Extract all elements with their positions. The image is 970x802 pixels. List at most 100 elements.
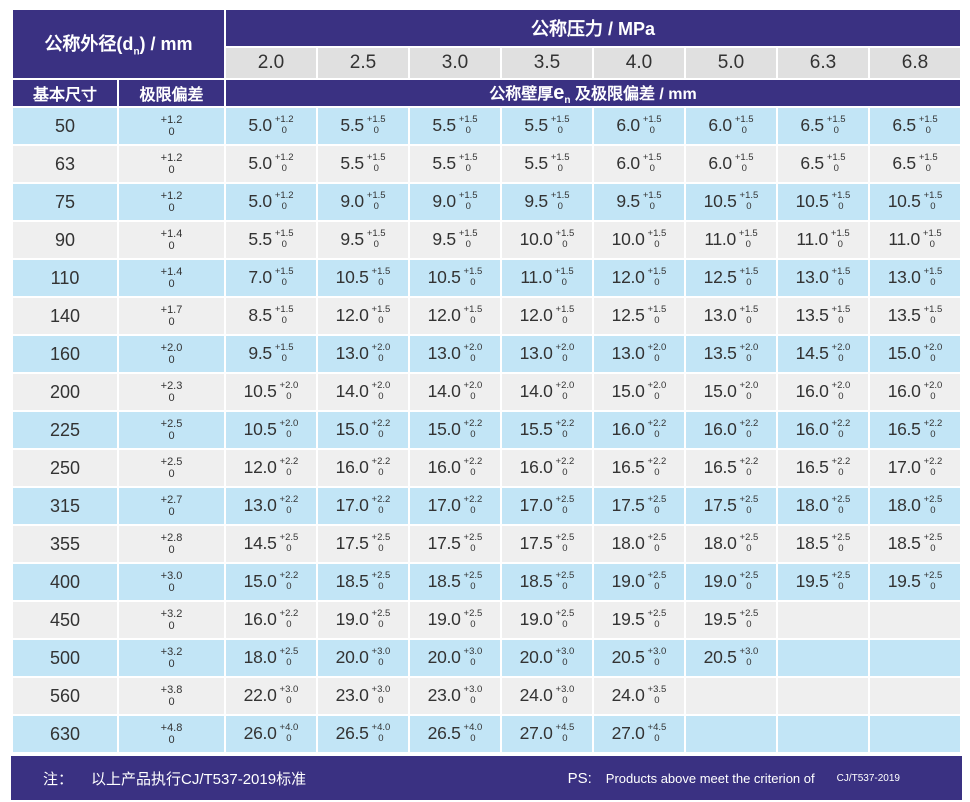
- note-label: 注：: [43, 770, 74, 788]
- thickness-cell: 16.0 +2.0 0: [778, 374, 868, 411]
- table-row: 560 +3.8 0 22.0 +3.0 0 23.0 +3.0 0 23.0 +3.0 0 24.0 +…: [13, 678, 961, 715]
- tolerance-stack: +2.5 0: [647, 531, 667, 554]
- thickness-value: 13.0: [243, 494, 277, 515]
- tolerance-stack: +2.5 0: [739, 569, 759, 592]
- tolerance-stack: +2.0 0: [371, 379, 391, 402]
- thickness-value: 5.5: [340, 114, 364, 135]
- pressure-value: 2.0: [226, 48, 316, 78]
- tolerance-stack: +1.5 0: [739, 265, 759, 288]
- thickness-value: 19.0: [335, 608, 369, 629]
- thickness-value: 13.0: [887, 266, 921, 287]
- thickness-cell: 14.0 +2.0 0: [410, 374, 500, 411]
- tolerance-stack: +1.7 0: [160, 303, 183, 329]
- tolerance-stack: +1.5 0: [831, 189, 851, 212]
- tolerance-stack: +2.2 0: [555, 455, 575, 478]
- tolerance-stack: +1.5 0: [366, 189, 386, 212]
- thickness-value: 13.5: [703, 342, 737, 363]
- thickness-cell: 23.0 +3.0 0: [318, 678, 408, 715]
- limit-deviation-cell: +2.0 0: [119, 336, 224, 373]
- tolerance-stack: +1.5 0: [647, 227, 667, 250]
- pressure-value: 6.3: [778, 48, 868, 78]
- table-row: 75 +1.2 0 5.0 +1.2 0 9.0 +1.5 0 9.0 +1.5 0 9.5 +1.5 0 9…: [13, 184, 961, 221]
- thickness-cell: 16.0 +2.2 0: [318, 450, 408, 487]
- thickness-cell: 19.0 +2.5 0: [502, 602, 592, 639]
- tolerance-stack: +1.5 0: [826, 151, 846, 174]
- thickness-value: 16.5: [703, 456, 737, 477]
- thickness-cell: 24.0 +3.0 0: [502, 678, 592, 715]
- tolerance-stack: +2.5 0: [279, 531, 299, 554]
- tolerance-stack: +2.0 0: [831, 341, 851, 364]
- thickness-cell: 13.0 +1.5 0: [778, 260, 868, 297]
- tolerance-stack: +2.5 0: [647, 569, 667, 592]
- tolerance-stack: +4.0 0: [279, 721, 299, 744]
- ps-group: PS: Products above meet the criterion of…: [568, 770, 900, 787]
- thickness-cell: 13.5 +1.5 0: [870, 298, 961, 335]
- tolerance-stack: +2.0 0: [463, 379, 483, 402]
- thickness-cell: 19.5 +2.5 0: [870, 564, 961, 601]
- thickness-value: 13.0: [519, 342, 553, 363]
- thickness-value: 12.0: [611, 266, 645, 287]
- thickness-value: 19.0: [519, 608, 553, 629]
- tolerance-stack: +1.2 0: [160, 189, 183, 215]
- thickness-value: 11.0: [520, 266, 552, 287]
- table-row: 160 +2.0 0 9.5 +1.5 0 13.0 +2.0 0 13.0 +2.0 0 13.0 +2…: [13, 336, 961, 373]
- tolerance-stack: +2.5 0: [371, 607, 391, 630]
- thickness-value: 13.0: [335, 342, 369, 363]
- tolerance-stack: +1.5 0: [647, 303, 667, 326]
- limit-deviation-cell: +1.2 0: [119, 184, 224, 221]
- pressure-value: 3.5: [502, 48, 592, 78]
- thickness-value: 6.5: [800, 152, 824, 173]
- thickness-cell: 17.5 +2.5 0: [594, 488, 684, 525]
- thickness-cell: 12.5 +1.5 0: [594, 298, 684, 335]
- thickness-cell: 6.0 +1.5 0: [594, 146, 684, 183]
- thickness-cell: [870, 640, 961, 677]
- tolerance-stack: +2.5 0: [647, 493, 667, 516]
- tolerance-stack: +2.5 0: [555, 607, 575, 630]
- tolerance-stack: +1.5 0: [458, 189, 478, 212]
- thickness-value: 6.0: [708, 152, 732, 173]
- thickness-cell: 13.0 +2.0 0: [410, 336, 500, 373]
- table-row: 450 +3.2 0 16.0 +2.2 0 19.0 +2.5 0 19.0 +2.5 0 19.0 +…: [13, 602, 961, 639]
- table-row: 110 +1.4 0 7.0 +1.5 0 10.5 +1.5 0 10.5 +1.5 0 11.0 +1…: [13, 260, 961, 297]
- tolerance-stack: +1.5 0: [831, 303, 851, 326]
- thickness-value: 15.0: [427, 418, 461, 439]
- thickness-cell: 13.0 +2.0 0: [318, 336, 408, 373]
- thickness-cell: 26.0 +4.0 0: [226, 716, 316, 753]
- tolerance-stack: +2.2 0: [831, 417, 851, 440]
- thickness-cell: 5.5 +1.5 0: [502, 108, 592, 145]
- thickness-value: 16.5: [795, 456, 829, 477]
- thickness-cell: 16.5 +2.2 0: [778, 450, 868, 487]
- thickness-cell: 19.5 +2.5 0: [686, 602, 776, 639]
- tolerance-stack: +2.0 0: [739, 341, 759, 364]
- thickness-cell: 14.0 +2.0 0: [502, 374, 592, 411]
- thickness-cell: 13.0 +2.2 0: [226, 488, 316, 525]
- thickness-value: 12.0: [427, 304, 461, 325]
- tolerance-stack: +2.5 0: [739, 531, 759, 554]
- table-row: 50 +1.2 0 5.0 +1.2 0 5.5 +1.5 0 5.5 +1.5 0 5.5 +1.5 0 6…: [13, 108, 961, 145]
- thickness-value: 6.0: [616, 152, 640, 173]
- thickness-value: 18.5: [887, 532, 921, 553]
- pressure-values-row: 2.0 2.5 3.0 3.5 4.0 5.0 6.3 6.8: [13, 48, 961, 78]
- thickness-cell: [778, 678, 868, 715]
- limit-deviation-cell: +3.8 0: [119, 678, 224, 715]
- thickness-value: 16.0: [703, 418, 737, 439]
- thickness-cell: 11.0 +1.5 0: [502, 260, 592, 297]
- thickness-value: 10.5: [887, 190, 921, 211]
- tolerance-stack: +4.5 0: [647, 721, 667, 744]
- thickness-cell: 6.5 +1.5 0: [870, 146, 961, 183]
- dn-cell: 75: [13, 184, 117, 221]
- tolerance-stack: +3.0 0: [371, 645, 391, 668]
- thickness-cell: 16.0 +2.2 0: [502, 450, 592, 487]
- thickness-cell: 5.0 +1.2 0: [226, 184, 316, 221]
- thickness-value: 10.5: [335, 266, 369, 287]
- tolerance-stack: +2.5 0: [647, 607, 667, 630]
- thickness-cell: 13.0 +2.0 0: [594, 336, 684, 373]
- tolerance-stack: +2.2 0: [923, 417, 943, 440]
- thickness-value: 13.5: [795, 304, 829, 325]
- thickness-value: 18.0: [703, 532, 737, 553]
- thickness-value: 19.0: [427, 608, 461, 629]
- thickness-value: 14.0: [427, 380, 461, 401]
- thickness-value: 13.0: [427, 342, 461, 363]
- thickness-value: 16.0: [795, 380, 829, 401]
- tolerance-stack: +4.8 0: [160, 721, 183, 747]
